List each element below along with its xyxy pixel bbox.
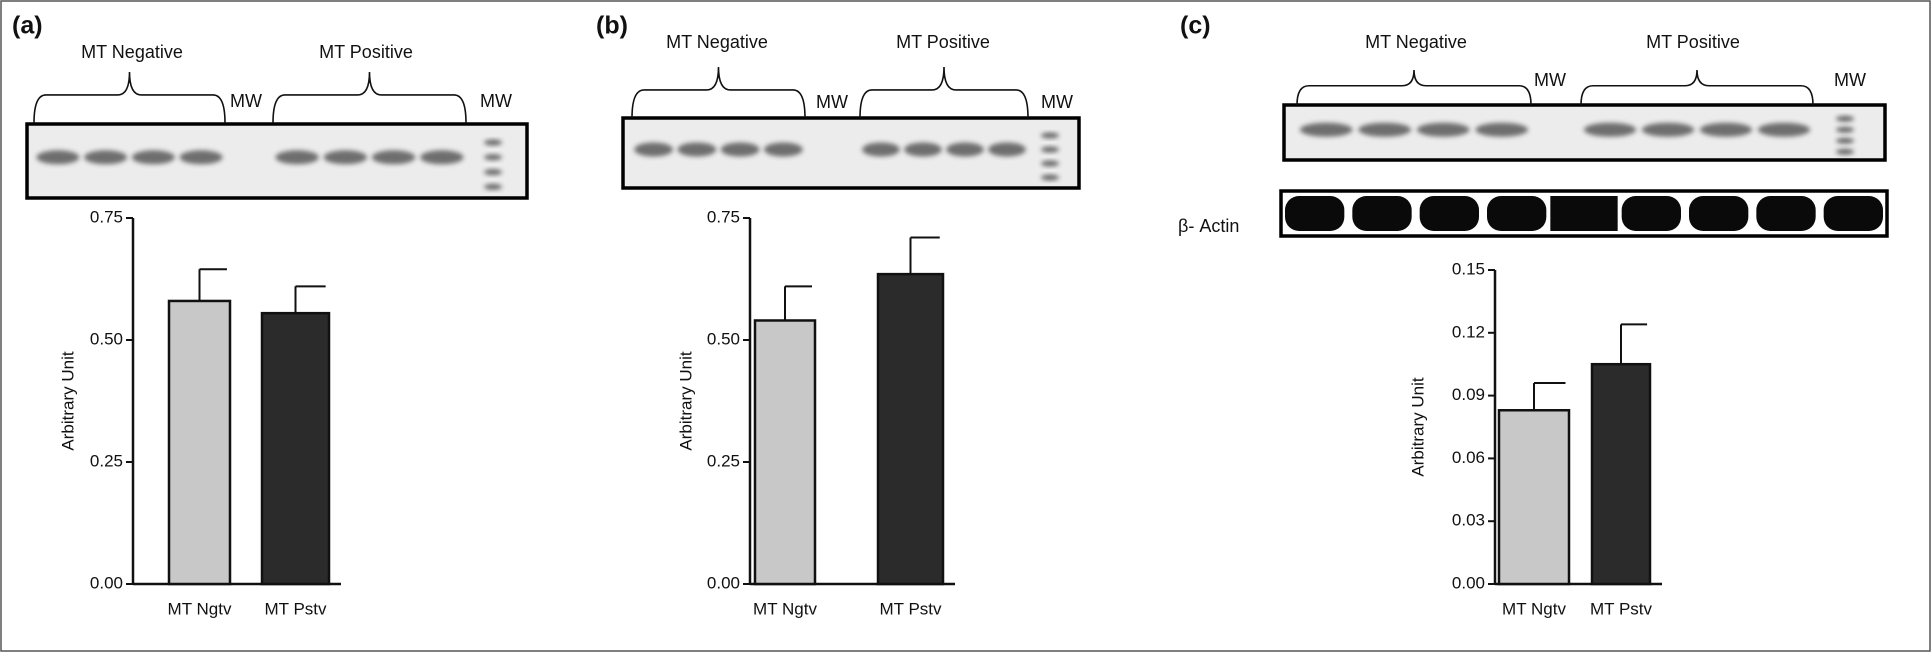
y-tick-label: 0.15: [1452, 259, 1485, 278]
group-label: MT Positive: [896, 32, 990, 52]
blot-band: [275, 150, 319, 165]
blot-band: [323, 150, 368, 165]
blot-band: [1358, 122, 1412, 137]
marker-label: MW: [480, 91, 512, 111]
marker-label: MW: [1534, 70, 1566, 90]
group-label: MT Positive: [1646, 32, 1740, 52]
blot-band: [1757, 122, 1811, 137]
actin-band: [1352, 196, 1412, 231]
actin-band: [1419, 196, 1479, 231]
marker-band: [1041, 146, 1059, 153]
marker-label: MW: [816, 92, 848, 112]
bar: [753, 319, 817, 586]
y-axis-label: Arbitrary Unit: [58, 351, 77, 450]
group-label: MT Negative: [1365, 32, 1467, 52]
panel-label: (b): [596, 12, 628, 40]
y-axis-label: Arbitrary Unit: [676, 351, 695, 450]
marker-band: [484, 169, 502, 176]
bar: [260, 311, 331, 586]
actin-band: [1756, 196, 1816, 231]
loading-control-label: β- Actin: [1178, 216, 1239, 236]
bracket: [859, 66, 1029, 119]
x-tick-label: MT Ngtv: [168, 599, 232, 618]
group-label: MT Negative: [81, 42, 183, 62]
y-tick-label: 0.06: [1452, 448, 1485, 467]
group-label: MT Positive: [319, 42, 413, 62]
y-tick-label: 0.25: [707, 451, 740, 470]
marker-band: [484, 183, 502, 190]
bar: [167, 299, 232, 586]
marker-label: MW: [230, 91, 262, 111]
marker-band: [484, 154, 502, 161]
marker-label: MW: [1834, 70, 1866, 90]
actin-band: [1285, 196, 1345, 231]
marker-band: [1041, 160, 1059, 167]
blot-band: [634, 142, 674, 157]
blot-band: [131, 150, 175, 165]
blot-band: [420, 150, 464, 165]
y-tick-label: 0.25: [90, 451, 123, 470]
marker-band: [1836, 137, 1854, 144]
actin-band: [1689, 196, 1749, 231]
bracket: [631, 66, 806, 119]
y-axis-label: Arbitrary Unit: [1408, 377, 1427, 476]
blot-band: [1475, 122, 1529, 137]
marker-band: [484, 139, 502, 146]
y-tick-label: 0.03: [1452, 511, 1485, 530]
blot-band: [1416, 122, 1470, 137]
bracket: [33, 71, 226, 124]
blot-band: [862, 142, 900, 157]
blot-band: [1699, 122, 1753, 137]
x-tick-label: MT Ngtv: [753, 599, 817, 618]
bracket: [1296, 69, 1532, 106]
y-tick-label: 0.00: [90, 573, 123, 592]
blot-band: [720, 142, 760, 157]
actin-band: [1621, 196, 1681, 231]
bracket: [1580, 69, 1814, 106]
x-tick-label: MT Ngtv: [1502, 599, 1566, 618]
marker-band: [1041, 174, 1059, 181]
panel-label: (a): [12, 12, 43, 40]
marker-band: [1836, 115, 1854, 122]
y-tick-label: 0.00: [707, 573, 740, 592]
blot-band: [179, 150, 223, 165]
x-tick-label: MT Pstv: [1590, 599, 1653, 618]
y-tick-label: 0.09: [1452, 385, 1485, 404]
bracket: [272, 71, 467, 124]
y-tick-label: 0.12: [1452, 322, 1485, 341]
y-tick-label: 0.00: [1452, 573, 1485, 592]
blot-band: [1299, 122, 1353, 137]
bar: [1497, 409, 1571, 586]
y-tick-label: 0.50: [90, 329, 123, 348]
bar: [1590, 362, 1652, 586]
blot-band: [988, 142, 1026, 157]
blot-band: [763, 142, 803, 157]
blot-band: [946, 142, 984, 157]
blot-band: [371, 150, 416, 165]
blot-band: [1641, 122, 1695, 137]
panel-label: (c): [1180, 12, 1211, 40]
blot-band: [84, 150, 128, 165]
y-tick-label: 0.75: [707, 207, 740, 226]
actin-band: [1550, 196, 1618, 231]
x-tick-label: MT Pstv: [264, 599, 327, 618]
marker-band: [1836, 126, 1854, 133]
marker-label: MW: [1041, 92, 1073, 112]
actin-band: [1487, 196, 1547, 231]
group-label: MT Negative: [666, 32, 768, 52]
bar: [876, 272, 945, 586]
marker-band: [1836, 148, 1854, 155]
blot-band: [1583, 122, 1637, 137]
blot-band: [904, 142, 942, 157]
marker-band: [1041, 132, 1059, 139]
y-tick-label: 0.75: [90, 207, 123, 226]
blot-band: [36, 150, 80, 165]
y-tick-label: 0.50: [707, 329, 740, 348]
x-tick-label: MT Pstv: [879, 599, 942, 618]
blot-band: [677, 142, 717, 157]
actin-band: [1823, 196, 1883, 231]
